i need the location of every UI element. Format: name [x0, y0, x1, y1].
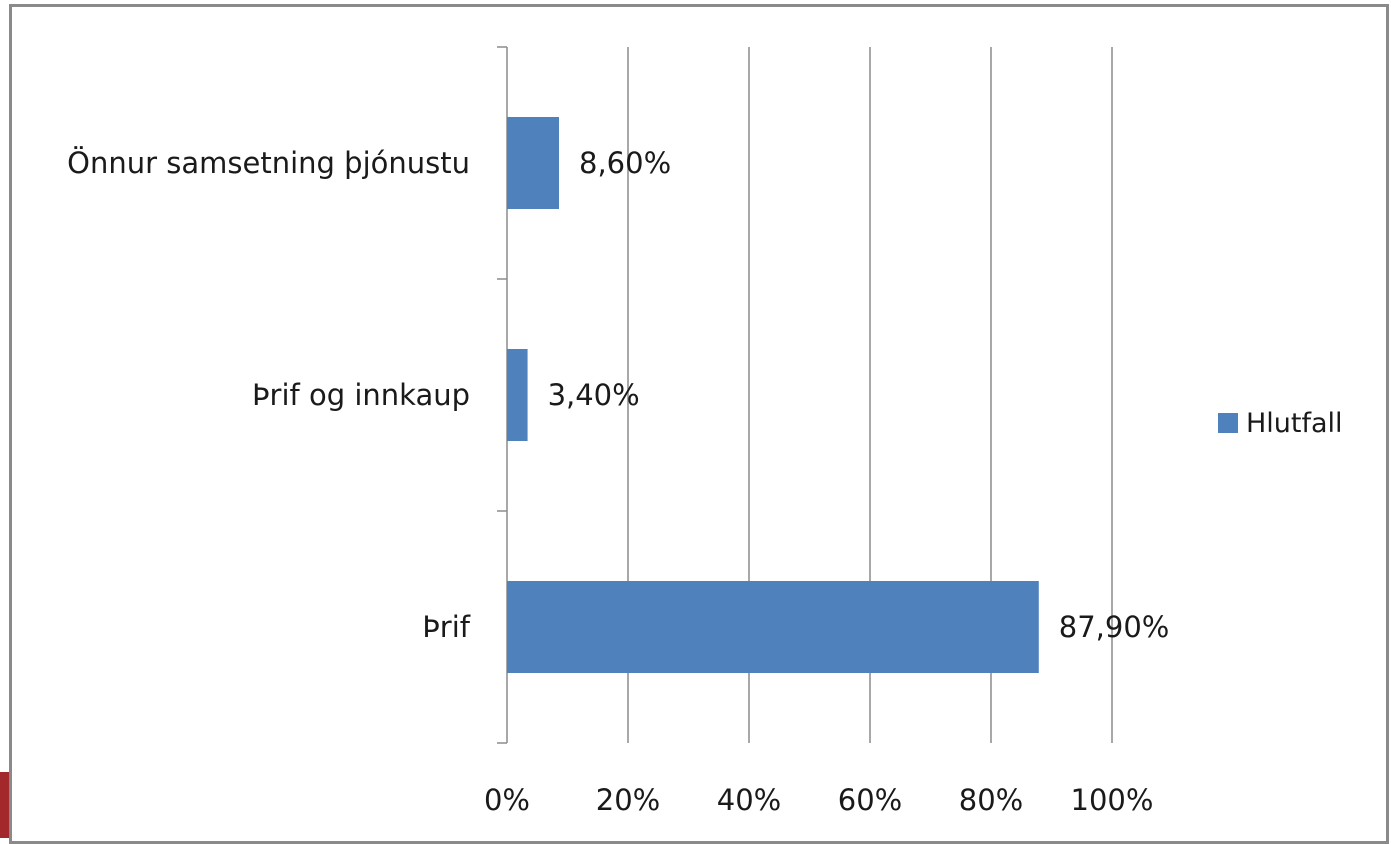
axes: [497, 46, 508, 744]
bar: [507, 581, 1039, 673]
data-label: 3,40%: [548, 378, 640, 412]
legend: Hlutfall: [1218, 408, 1343, 439]
x-tick-label: 80%: [959, 783, 1023, 817]
legend-swatch: [1218, 413, 1238, 433]
category-label: Önnur samsetning þjónustu: [67, 146, 470, 180]
x-tick-label: 100%: [1071, 783, 1154, 817]
legend-label: Hlutfall: [1246, 408, 1343, 439]
category-label: Þrif og innkaup: [252, 378, 470, 412]
category-label: Þrif: [422, 610, 471, 644]
x-tick-label: 0%: [484, 783, 530, 817]
data-label: 8,60%: [579, 146, 671, 180]
x-tick-label: 40%: [717, 783, 781, 817]
bars: [507, 117, 1039, 673]
chart-frame: [9, 4, 1389, 844]
corner-decoration: [0, 772, 9, 838]
x-tick-label: 20%: [596, 783, 660, 817]
bar: [507, 349, 528, 441]
labels: 0% 20% 40% 60% 80% 100% Önnur samsetning þjónu…: [67, 146, 1169, 817]
bar: [507, 117, 560, 209]
data-label: 87,90%: [1059, 610, 1170, 644]
x-tick-label: 60%: [838, 783, 902, 817]
